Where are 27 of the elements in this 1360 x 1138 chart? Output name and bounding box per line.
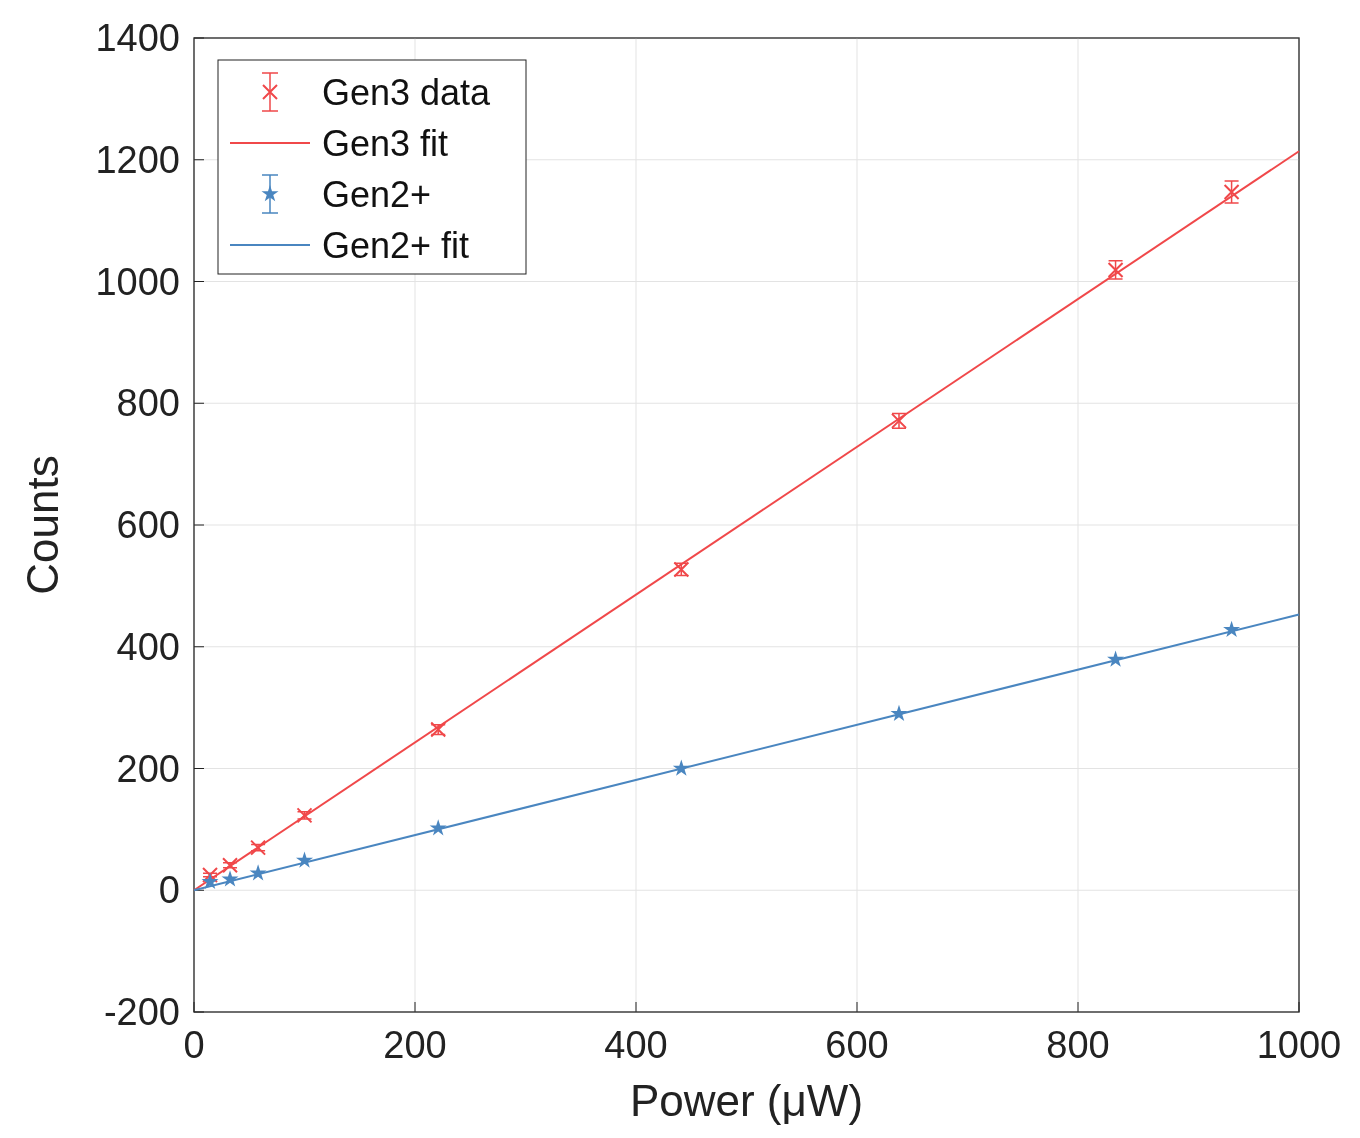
point — [429, 819, 447, 836]
legend-label: Gen3 fit — [322, 123, 449, 164]
y-tick-label: -200 — [103, 991, 180, 1033]
y-tick-label: 0 — [158, 869, 180, 912]
y-tick-label: 400 — [116, 625, 180, 668]
y-tick-label: 800 — [116, 382, 180, 425]
x-tick-label: 400 — [604, 1024, 668, 1066]
x-axis-title: Power (μW) — [629, 1076, 864, 1125]
point — [222, 857, 239, 874]
x-tick-label: 600 — [825, 1024, 889, 1066]
x-tick-label: 200 — [383, 1024, 447, 1066]
y-tick-label: 1200 — [95, 138, 180, 181]
point — [201, 872, 219, 889]
y-tick-label: 200 — [116, 747, 180, 790]
point — [1223, 184, 1240, 201]
legend-label: Gen3 data — [322, 72, 492, 113]
legend-label: Gen2+ fit — [322, 225, 470, 266]
x-tick-label: 1000 — [1256, 1024, 1342, 1066]
y-tick-label: 1400 — [95, 17, 180, 59]
y-axis-title: Counts — [18, 455, 67, 595]
point — [296, 807, 313, 824]
point — [250, 839, 267, 856]
x-tick-label: 800 — [1046, 1024, 1110, 1066]
legend-label: Gen2+ — [322, 174, 432, 215]
point — [202, 867, 219, 884]
y-tick-label: 1000 — [95, 260, 180, 303]
y-tick-label: 600 — [116, 504, 180, 546]
